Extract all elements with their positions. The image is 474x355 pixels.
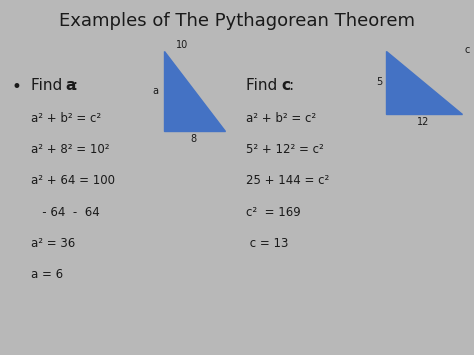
Text: 25 + 144 = c²: 25 + 144 = c²	[246, 174, 330, 187]
Text: - 64  -  64: - 64 - 64	[31, 206, 100, 219]
Text: a = 6: a = 6	[31, 268, 63, 281]
Text: :: :	[288, 78, 293, 93]
Text: a² + 8² = 10²: a² + 8² = 10²	[31, 143, 109, 156]
Text: a: a	[152, 86, 158, 95]
Polygon shape	[386, 51, 462, 114]
Polygon shape	[164, 51, 225, 131]
Text: a² + b² = c²: a² + b² = c²	[246, 112, 317, 125]
Text: Examples of The Pythagorean Theorem: Examples of The Pythagorean Theorem	[59, 12, 415, 31]
Text: a² = 36: a² = 36	[31, 237, 75, 250]
Text: Find: Find	[246, 78, 283, 93]
Text: c = 13: c = 13	[246, 237, 289, 250]
Text: 12: 12	[417, 118, 429, 127]
Text: 10: 10	[176, 40, 188, 50]
Text: c²  = 169: c² = 169	[246, 206, 301, 219]
Text: :: :	[73, 78, 78, 93]
Text: •: •	[12, 78, 22, 96]
Text: a² + b² = c²: a² + b² = c²	[31, 112, 101, 125]
Text: a: a	[65, 78, 76, 93]
Text: a² + 64 = 100: a² + 64 = 100	[31, 174, 115, 187]
Text: 5: 5	[376, 77, 383, 87]
Text: c: c	[281, 78, 290, 93]
Text: c: c	[464, 45, 470, 55]
Text: 8: 8	[191, 134, 196, 144]
Text: 5² + 12² = c²: 5² + 12² = c²	[246, 143, 324, 156]
Text: Find: Find	[31, 78, 67, 93]
